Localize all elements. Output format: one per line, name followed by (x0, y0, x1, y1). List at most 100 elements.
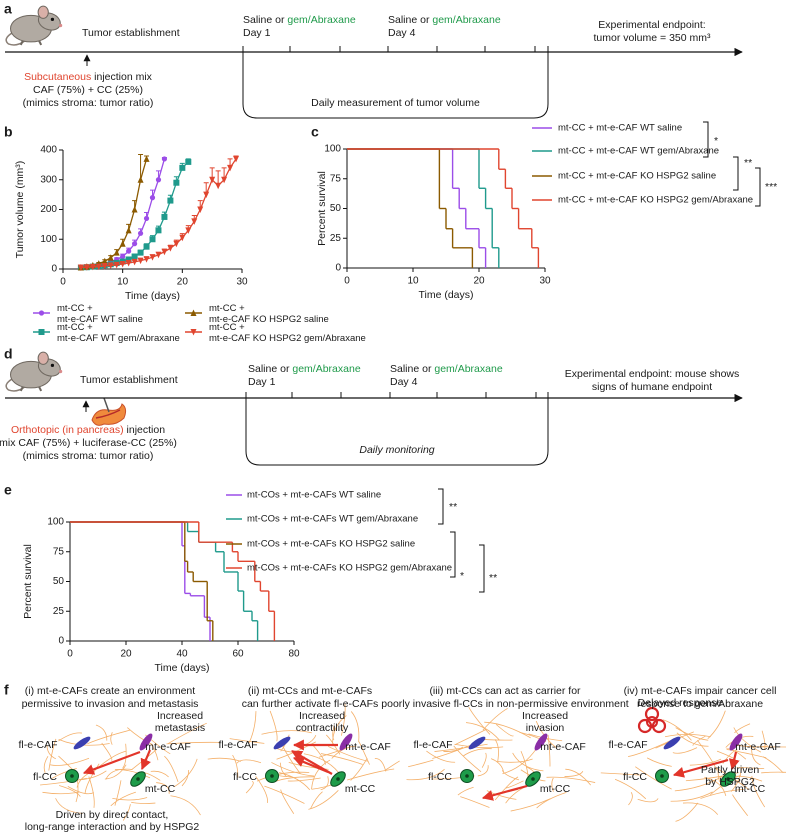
legend-label: mt-CC + mt-e-CAF KO HSPG2 gem/Abraxane (558, 195, 753, 206)
point (191, 218, 198, 225)
fiber (468, 706, 491, 735)
fiber (426, 750, 456, 763)
treatment-drug: gem/Abraxane (287, 14, 355, 26)
fiber (49, 757, 90, 766)
fiber (662, 719, 692, 741)
fiber (88, 776, 95, 808)
legend-line: mt-CC + (209, 303, 247, 314)
y-tick-label: 50 (330, 203, 342, 214)
panel-label: a (4, 1, 12, 17)
x-axis-label: Time (days) (418, 289, 473, 301)
legend-label: mt-COs + mt-e-CAFs WT saline (247, 490, 381, 501)
mechanism-title: response to gem/Abraxane (637, 698, 763, 710)
fiber (67, 786, 94, 795)
fiber (676, 732, 709, 747)
fiber (245, 780, 254, 794)
fiber (101, 742, 113, 761)
point (209, 176, 216, 184)
fiber (551, 777, 554, 792)
fiber (716, 750, 735, 760)
x-axis-label: Time (days) (125, 290, 180, 302)
fiber (497, 758, 533, 763)
loop (245, 398, 549, 466)
x-tick-label: 30 (539, 276, 551, 287)
fiber (674, 776, 723, 792)
fiber (87, 729, 131, 745)
fiber (332, 715, 347, 744)
fiber (751, 745, 761, 766)
mechanism-title: permissive to invasion and metastasis (22, 698, 199, 710)
error-bar (138, 153, 144, 180)
fiber (682, 802, 719, 815)
treatment-label: Saline or gem/Abraxane (390, 363, 503, 375)
x-tick-label: 40 (176, 649, 188, 660)
fiber (232, 754, 239, 778)
fiber (332, 725, 335, 741)
effect-label: metastasis (155, 722, 205, 734)
fiber (565, 768, 591, 786)
fiber (520, 750, 529, 778)
fiber (122, 804, 131, 821)
panel-label: e (4, 482, 12, 498)
fiber (55, 798, 83, 814)
fiber (271, 762, 315, 777)
fiber (207, 757, 242, 762)
cell-label: fl-e-CAF (218, 739, 257, 751)
point (101, 263, 108, 270)
legend-line: mt-CC + (57, 303, 95, 314)
significance-bracket (438, 488, 444, 525)
fiber (463, 748, 492, 757)
fiber (675, 727, 709, 741)
effect-label: Increased (299, 710, 345, 722)
endpoint-label: tumor volume = 350 mm³ (594, 32, 712, 44)
fiber (166, 741, 220, 745)
point (131, 258, 138, 266)
mouse-icon (5, 351, 64, 392)
legend-label: mt-COs + mt-e-CAFs WT gem/Abraxane (247, 514, 418, 525)
fiber (112, 797, 148, 801)
nucleus (70, 774, 74, 778)
point (227, 164, 234, 172)
point (113, 249, 120, 256)
fiber (664, 733, 711, 738)
cell-label: fl-CC (33, 771, 57, 783)
loop-label: Daily monitoring (359, 444, 434, 456)
point (149, 254, 156, 261)
nucleus (531, 777, 535, 781)
fiber (726, 749, 767, 759)
point (137, 257, 144, 265)
x-tick-label: 20 (120, 649, 132, 660)
fiber (384, 760, 400, 771)
fiber (110, 732, 113, 745)
fiber (255, 776, 269, 803)
fiber (477, 765, 489, 777)
mouse-icon (5, 5, 64, 46)
y-tick-label: 0 (51, 264, 57, 275)
establishment-label: Tumor establishment (80, 374, 178, 386)
fiber (42, 791, 80, 795)
fiber (287, 777, 321, 782)
injection-rest: injection mix (94, 71, 153, 83)
fiber (340, 703, 346, 736)
fiber (164, 755, 179, 783)
injection-detail: CAF (75%) + CC (25%) (33, 84, 143, 96)
point (173, 240, 180, 248)
point (161, 248, 168, 256)
fiber (670, 791, 713, 802)
fiber (280, 789, 295, 814)
point (221, 176, 228, 184)
fiber (726, 748, 747, 760)
point (143, 215, 150, 222)
x-tick-label: 30 (236, 277, 248, 288)
point (161, 156, 168, 162)
point (125, 256, 132, 263)
fiber (762, 756, 784, 774)
treatment-saline: Saline or (248, 363, 290, 375)
significance-label: ** (489, 572, 497, 584)
series-line (80, 161, 189, 269)
point (83, 264, 90, 271)
x-tick-label: 80 (288, 649, 300, 660)
fiber (279, 772, 311, 791)
effect-label: contractility (296, 722, 349, 734)
fiber (58, 732, 82, 742)
